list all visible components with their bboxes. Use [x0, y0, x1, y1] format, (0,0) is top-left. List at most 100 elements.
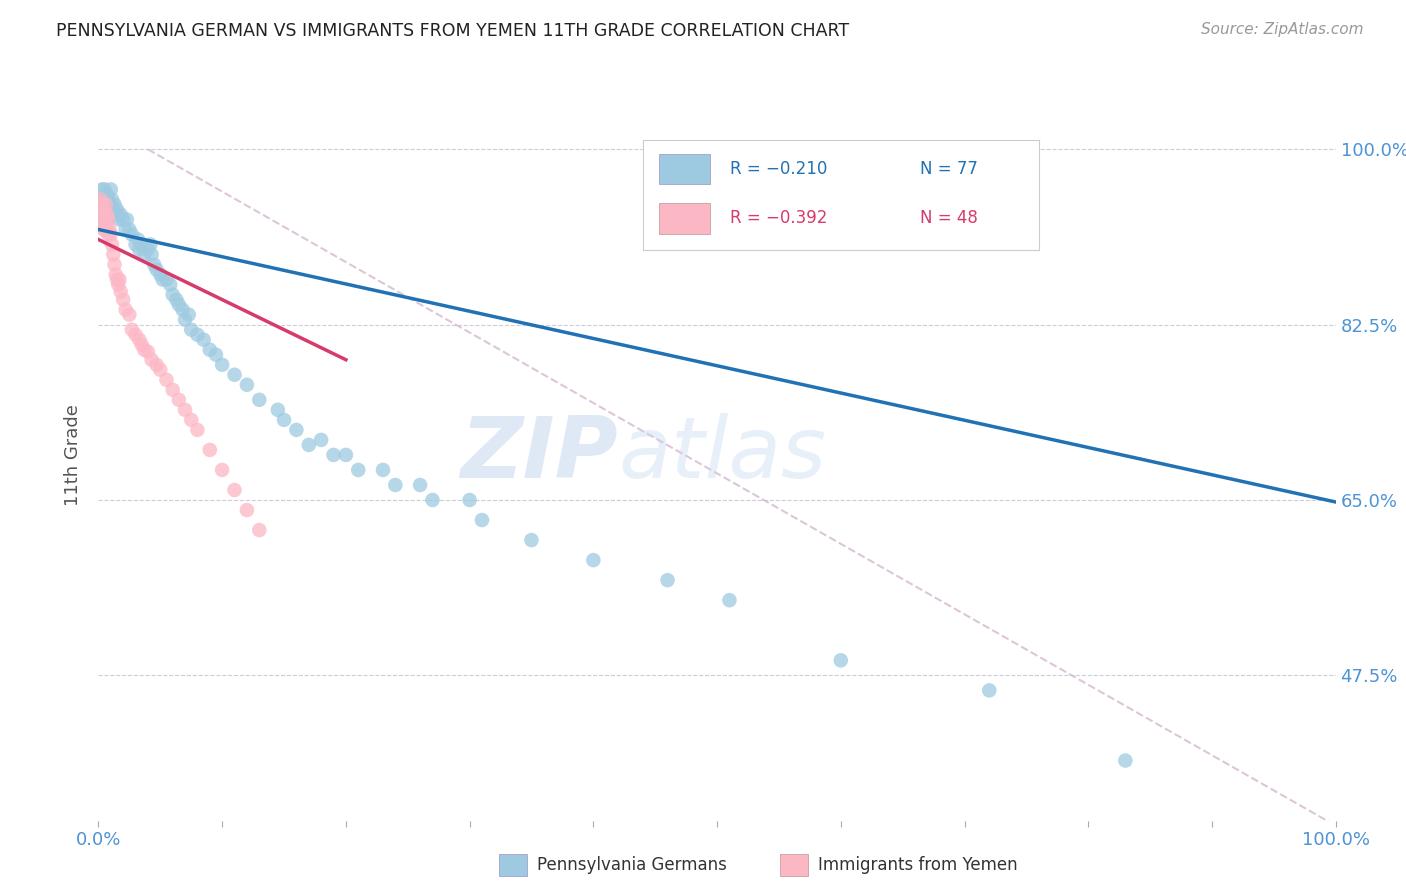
Point — [145, 358, 167, 372]
Point — [114, 222, 136, 236]
Text: PENNSYLVANIA GERMAN VS IMMIGRANTS FROM YEMEN 11TH GRADE CORRELATION CHART: PENNSYLVANIA GERMAN VS IMMIGRANTS FROM Y… — [56, 22, 849, 40]
Point — [96, 187, 118, 202]
Text: R = −0.392: R = −0.392 — [730, 210, 827, 227]
Point — [384, 478, 406, 492]
Point — [236, 503, 259, 517]
Point — [152, 272, 174, 286]
Point — [112, 212, 135, 227]
Point — [121, 227, 143, 242]
Point — [93, 197, 115, 211]
Point — [114, 302, 136, 317]
Point — [167, 298, 190, 312]
Point — [105, 272, 128, 286]
Point — [108, 212, 131, 227]
Point — [347, 463, 370, 477]
Text: N = 77: N = 77 — [920, 160, 977, 178]
Point — [96, 222, 118, 236]
Point — [267, 402, 290, 417]
Point — [582, 553, 605, 567]
Point — [335, 448, 357, 462]
Point — [141, 352, 163, 367]
Point — [124, 237, 146, 252]
Point — [98, 222, 121, 236]
Point — [93, 222, 115, 236]
Y-axis label: 11th Grade: 11th Grade — [65, 404, 83, 506]
Point — [108, 272, 131, 286]
Point — [205, 348, 228, 362]
Point — [298, 438, 321, 452]
FancyBboxPatch shape — [658, 153, 710, 185]
Point — [124, 327, 146, 342]
Point — [177, 308, 200, 322]
Point — [247, 392, 270, 407]
Text: ZIP: ZIP — [460, 413, 619, 497]
Point — [139, 237, 162, 252]
Point — [93, 182, 115, 196]
Point — [97, 193, 120, 207]
Point — [224, 483, 246, 497]
Point — [91, 202, 114, 217]
Point — [174, 312, 197, 326]
Point — [159, 277, 181, 292]
FancyBboxPatch shape — [658, 203, 710, 234]
Point — [224, 368, 246, 382]
Point — [165, 293, 187, 307]
Point — [167, 392, 190, 407]
Text: Pennsylvania Germans: Pennsylvania Germans — [537, 856, 727, 874]
Point — [371, 463, 394, 477]
Point — [162, 287, 184, 301]
Point — [104, 207, 127, 221]
Point — [211, 358, 233, 372]
Point — [273, 413, 295, 427]
Point — [107, 207, 129, 221]
Point — [107, 277, 129, 292]
Point — [155, 373, 177, 387]
Point — [97, 212, 120, 227]
Point — [198, 442, 221, 457]
Point — [136, 243, 159, 257]
Point — [121, 323, 143, 337]
Point — [131, 237, 153, 252]
Point — [112, 293, 135, 307]
Text: N = 48: N = 48 — [920, 210, 977, 227]
Point — [103, 202, 125, 217]
Point — [236, 377, 259, 392]
Point — [101, 237, 124, 252]
Point — [100, 182, 122, 196]
Point — [93, 222, 115, 236]
Point — [128, 243, 150, 257]
Point — [979, 683, 1001, 698]
Point — [94, 202, 117, 217]
Point — [285, 423, 308, 437]
Point — [247, 523, 270, 537]
Point — [186, 327, 208, 342]
Point — [193, 333, 215, 347]
Point — [180, 323, 202, 337]
Point — [118, 308, 141, 322]
Point — [131, 337, 153, 351]
Point — [90, 212, 112, 227]
Point — [422, 493, 444, 508]
Point — [520, 533, 543, 547]
Point — [143, 258, 166, 272]
Point — [134, 343, 156, 357]
Text: atlas: atlas — [619, 413, 827, 497]
Point — [1114, 754, 1136, 768]
Point — [93, 212, 115, 227]
Point — [93, 207, 115, 221]
Point — [155, 272, 177, 286]
Point — [172, 302, 194, 317]
Point — [96, 207, 118, 221]
Point — [458, 493, 481, 508]
Point — [186, 423, 208, 437]
Point — [93, 193, 115, 207]
Point — [97, 227, 120, 242]
Text: Source: ZipAtlas.com: Source: ZipAtlas.com — [1201, 22, 1364, 37]
Point — [91, 218, 114, 232]
Point — [718, 593, 741, 607]
Point — [97, 212, 120, 227]
Point — [91, 197, 114, 211]
Point — [145, 262, 167, 277]
Point — [657, 573, 679, 587]
Point — [198, 343, 221, 357]
